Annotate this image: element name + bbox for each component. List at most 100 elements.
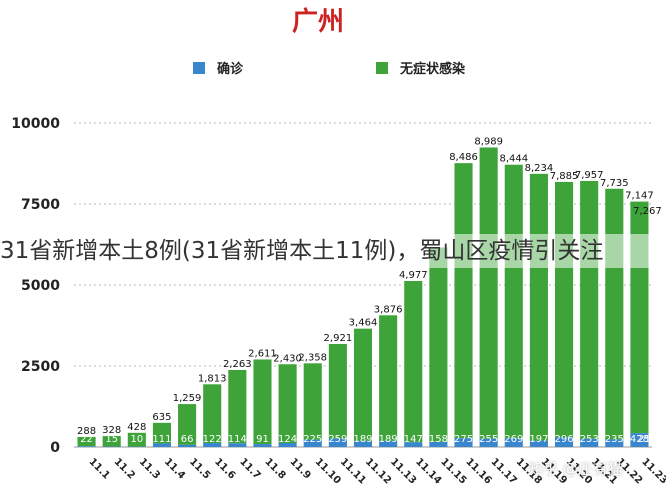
bar-asymptomatic xyxy=(404,280,423,443)
bar-asymptomatic xyxy=(77,436,96,447)
data-label-confirmed: 158 xyxy=(429,434,448,445)
data-label-confirmed: 253 xyxy=(580,434,599,445)
data-label-confirmed: 10 xyxy=(130,434,143,445)
bar-confirmed xyxy=(529,440,548,447)
bar-confirmed xyxy=(630,433,649,447)
bar-asymptomatic xyxy=(102,436,121,447)
data-label-asymptomatic: 328 xyxy=(102,425,121,436)
bar-asymptomatic xyxy=(178,404,197,445)
bar-confirmed xyxy=(379,440,398,447)
bar-confirmed xyxy=(554,437,574,447)
y-axis: 0 2500 5000 7500 10000 xyxy=(11,116,60,456)
data-label-confirmed: 225 xyxy=(303,434,322,445)
y-tick-label: 10000 xyxy=(11,116,60,132)
bar-confirmed xyxy=(605,439,624,447)
data-label-asymptomatic: 7,957 xyxy=(575,170,604,181)
legend-label-confirmed: 确诊 xyxy=(217,61,244,77)
x-tick-label: 11.6 xyxy=(212,456,237,481)
bar-confirmed xyxy=(404,442,423,447)
data-label-asymptomatic: 2,358 xyxy=(298,352,327,363)
bar-confirmed xyxy=(77,446,96,447)
chart-title: 广州 xyxy=(292,7,344,37)
data-label-asymptomatic: 1,813 xyxy=(198,373,227,384)
bar-asymptomatic xyxy=(278,364,297,443)
bar-confirmed xyxy=(178,444,197,447)
bar-confirmed xyxy=(454,438,473,447)
data-labels: 2882232815428106351111,259661,8131222,26… xyxy=(77,136,662,445)
bar-asymptomatic xyxy=(529,173,548,441)
bars xyxy=(77,147,649,447)
data-label-confirmed: 255 xyxy=(479,434,498,445)
x-tick-label: 11.7 xyxy=(237,456,262,481)
x-tick-label: 11.4 xyxy=(162,456,187,481)
y-tick-label: 2500 xyxy=(21,359,60,375)
x-tick-label: 11.14 xyxy=(413,456,443,486)
bar-confirmed xyxy=(152,443,172,447)
data-label-asymptomatic: 4,977 xyxy=(399,270,428,281)
data-label-asymptomatic: 3,464 xyxy=(349,318,378,329)
data-label-confirmed: 122 xyxy=(203,434,222,445)
x-tick-label: 11.17 xyxy=(489,456,519,486)
data-label-confirmed: 269 xyxy=(504,434,523,445)
data-label-asymptomatic: 3,876 xyxy=(374,304,403,315)
y-tick-label: 0 xyxy=(50,440,60,456)
data-label-confirmed: 124 xyxy=(278,434,297,445)
data-label-confirmed: 296 xyxy=(554,434,573,445)
bar-asymptomatic xyxy=(454,163,473,439)
data-label-asymptomatic: 635 xyxy=(152,412,171,423)
data-label-asymptomatic: 288 xyxy=(77,426,96,437)
bar-asymptomatic xyxy=(353,328,373,441)
bar-asymptomatic xyxy=(203,384,222,444)
data-label-asymptomatic: 428 xyxy=(127,422,146,433)
data-label-confirmed: 66 xyxy=(181,434,194,445)
data-label-confirmed: 15 xyxy=(105,434,118,445)
legend-swatch-confirmed xyxy=(193,62,205,74)
overlay-caption: 31省新增本土8例(31省新增本土11例)，蜀山区疫情引关注 xyxy=(0,234,666,268)
data-label-confirmed: 259 xyxy=(328,434,347,445)
x-tick-label: 11.10 xyxy=(313,456,343,486)
x-tick-label: 11.15 xyxy=(438,456,468,486)
data-label-confirmed: 147 xyxy=(404,434,423,445)
bar-confirmed xyxy=(303,439,322,447)
data-label-asymptomatic: 7,735 xyxy=(600,178,629,189)
data-label-asymptomatic: 2,611 xyxy=(248,348,277,359)
x-tick-label: 11.1 xyxy=(86,456,111,481)
bar-asymptomatic xyxy=(605,188,624,440)
y-tick-label: 7500 xyxy=(21,197,60,213)
data-label-confirmed: 197 xyxy=(529,434,548,445)
bar-confirmed xyxy=(429,441,448,447)
x-tick-label: 11.2 xyxy=(112,456,137,481)
x-tick-label: 11.9 xyxy=(287,456,312,481)
bar-confirmed xyxy=(203,443,222,447)
x-tick-label: 11.11 xyxy=(338,456,368,486)
x-tick-label: 11.5 xyxy=(187,456,212,481)
legend-swatch-asymptomatic xyxy=(376,62,388,74)
bar-confirmed xyxy=(479,438,498,447)
x-tick-label: 11.3 xyxy=(137,456,162,481)
bar-confirmed xyxy=(278,442,297,447)
data-label-asymptomatic: 8,234 xyxy=(525,163,554,174)
bar-asymptomatic xyxy=(554,181,574,438)
data-label-confirmed: 189 xyxy=(379,434,398,445)
bar-asymptomatic xyxy=(504,164,523,439)
x-tick-label: 11.8 xyxy=(262,456,287,481)
x-tick-label: 11.23 xyxy=(639,456,666,486)
data-label-confirmed: 275 xyxy=(454,434,473,445)
x-tick-label: 11.13 xyxy=(388,456,418,486)
bar-confirmed xyxy=(580,438,599,447)
bar-asymptomatic xyxy=(127,432,146,447)
data-label-asymptomatic: 7,147 xyxy=(625,191,654,202)
x-tick-label: 11.12 xyxy=(363,456,393,486)
data-label-asymptomatic: 1,259 xyxy=(173,393,202,404)
data-label-asymptomatic: 8,989 xyxy=(474,136,503,147)
bar-confirmed xyxy=(228,443,247,447)
data-label-confirmed: 428 xyxy=(630,434,649,445)
data-label-asymptomatic: 8,444 xyxy=(499,154,528,165)
data-label-asymptomatic: 7,885 xyxy=(550,171,579,182)
bar-asymptomatic xyxy=(228,369,247,444)
bar-asymptomatic xyxy=(429,247,448,442)
y-tick-label: 5000 xyxy=(21,278,60,294)
x-tick-label: 11.16 xyxy=(463,456,493,486)
data-label-confirmed: 114 xyxy=(228,434,247,445)
data-label-confirmed: 22 xyxy=(80,434,93,445)
